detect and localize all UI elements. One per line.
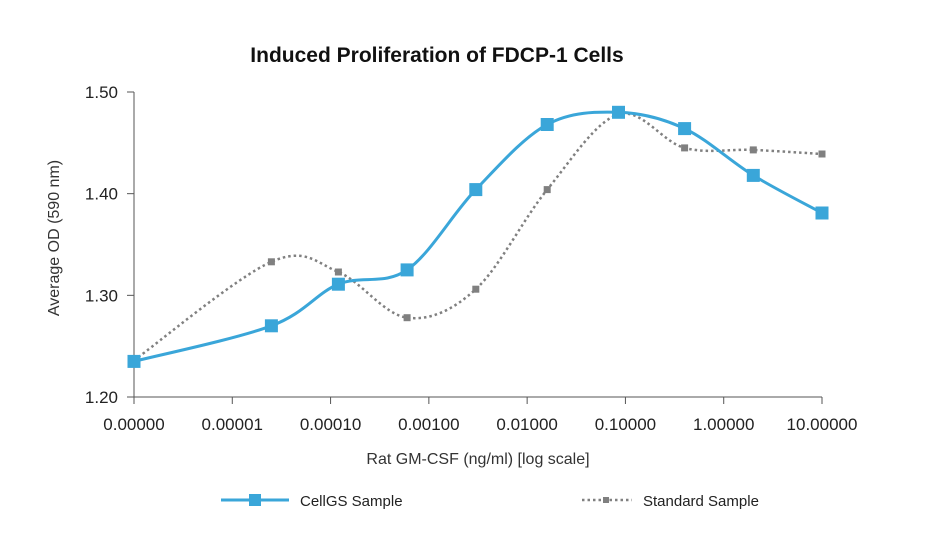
data-point-cellgs xyxy=(612,105,625,119)
data-point-cellgs xyxy=(815,206,829,220)
data-point-cellgs xyxy=(331,277,345,291)
data-point-cellgs xyxy=(469,183,483,197)
data-point-cellgs xyxy=(678,122,692,136)
data-point-standard xyxy=(472,285,480,293)
data-point-cellgs xyxy=(127,354,141,368)
data-point-cellgs xyxy=(400,263,414,277)
legend-marker-standard xyxy=(603,497,609,503)
x-axis-label: Rat GM-CSF (ng/ml) [log scale] xyxy=(366,451,589,468)
series-layer xyxy=(127,105,829,368)
x-tick-label: 1.00000 xyxy=(693,415,754,434)
chart-title: Induced Proliferation of FDCP-1 Cells xyxy=(250,44,623,67)
x-tick-label: 0.00001 xyxy=(202,415,263,434)
x-tick-label: 10.00000 xyxy=(787,415,858,434)
data-point-standard xyxy=(749,146,757,154)
x-tick-label: 0.00100 xyxy=(398,415,459,434)
data-point-standard xyxy=(403,314,411,322)
data-point-cellgs xyxy=(746,168,760,182)
y-axis-label: Average OD (590 nm) xyxy=(46,160,63,316)
x-tick-label: 0.10000 xyxy=(595,415,656,434)
data-point-standard xyxy=(543,186,551,194)
data-point-standard xyxy=(267,258,275,266)
legend-item-standard: Standard Sample xyxy=(582,493,759,510)
y-tick-label: 1.30 xyxy=(85,286,118,305)
legend-label-standard: Standard Sample xyxy=(643,493,759,510)
legend-label-cellgs: CellGS Sample xyxy=(300,493,403,510)
legend-item-cellgs: CellGS Sample xyxy=(221,493,403,510)
x-tick-label: 0.00010 xyxy=(300,415,361,434)
x-tick-label: 0.01000 xyxy=(496,415,557,434)
data-point-standard xyxy=(818,150,826,158)
data-point-cellgs xyxy=(264,319,278,333)
y-tick-label: 1.20 xyxy=(85,388,118,407)
series-standard xyxy=(130,110,826,364)
data-point-standard xyxy=(681,144,689,152)
legend-marker-cellgs xyxy=(249,494,261,506)
y-tick-label: 1.50 xyxy=(85,83,118,102)
series-cellgs xyxy=(127,105,829,368)
y-tick-label: 1.40 xyxy=(85,185,118,204)
x-tick-label: 0.00000 xyxy=(103,415,164,434)
legend: CellGS Sample Standard Sample xyxy=(221,493,759,510)
data-point-standard xyxy=(334,268,342,276)
axes: 1.20 1.30 1.40 1.50 0.00000 0.00001 0.00010 0.0… xyxy=(85,83,858,434)
series-line-cellgs xyxy=(133,110,823,363)
data-point-cellgs xyxy=(540,118,554,131)
